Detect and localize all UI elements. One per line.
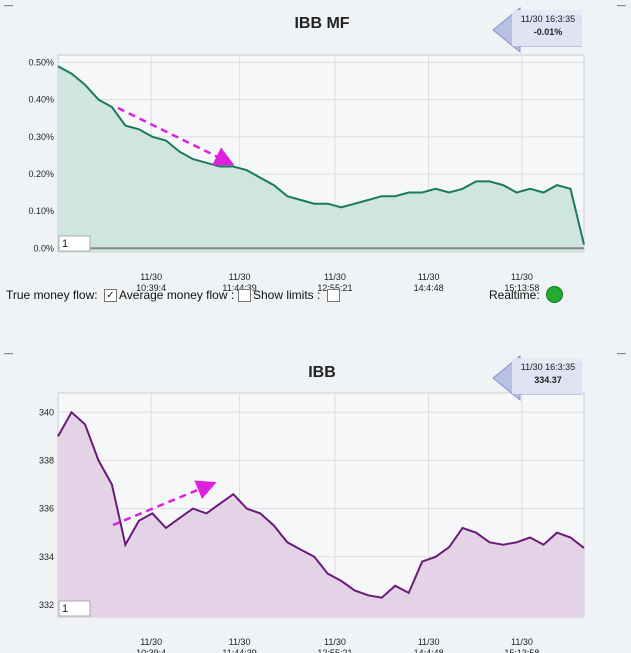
x-tick-label: 11/30 11:44:39 xyxy=(222,272,256,293)
minimize-icon[interactable]: — xyxy=(617,0,626,10)
y-tick-label: 0.20% xyxy=(28,169,54,179)
chart-title: IBB MF xyxy=(294,15,349,32)
trend-arrow xyxy=(117,106,235,166)
y-tick-label: 0.10% xyxy=(28,206,54,216)
line xyxy=(57,410,585,599)
y-tick-label: 338 xyxy=(39,455,54,465)
trend-arrow xyxy=(112,480,217,527)
x-tick-label: 11/30 11:44:39 xyxy=(222,637,256,653)
checkbox[interactable] xyxy=(327,289,340,302)
x-tick-label: 11/30 12:55:21 xyxy=(317,272,352,293)
callout-value: -0.01% xyxy=(534,27,563,37)
checkbox-checked[interactable]: ✓ xyxy=(104,289,117,302)
line xyxy=(57,65,585,245)
x-tick-label: 11/30 10:39:4 xyxy=(136,272,166,293)
x-tick-label: 11/30 14:4:48 xyxy=(414,637,444,653)
y-tick-label: 336 xyxy=(39,504,54,514)
range-input xyxy=(58,600,91,617)
controls: True money flow: ✓ Average money flow : … xyxy=(6,286,626,306)
minimize-icon[interactable]: — xyxy=(617,348,626,358)
area xyxy=(58,66,584,252)
area xyxy=(58,412,584,617)
y-tick-label: 340 xyxy=(39,407,54,417)
minimize-icon[interactable]: — xyxy=(4,348,13,358)
x-tick-label: 11/30 10:39:4 xyxy=(136,637,166,653)
label: Realtime: xyxy=(489,288,540,302)
callout-bg xyxy=(512,10,582,46)
y-tick-label: 0.40% xyxy=(28,95,54,105)
x-tick-label: 11/30 15:13:58 xyxy=(504,637,539,653)
callout-bg xyxy=(512,358,582,394)
realtime-indicator[interactable] xyxy=(546,286,563,303)
x-tick-label: 11/30 15:13:58 xyxy=(504,272,539,293)
y-tick-label: 0.0% xyxy=(33,243,54,253)
minimize-icon[interactable]: — xyxy=(4,0,13,10)
range-input-value: 1 xyxy=(62,603,68,615)
y-tick-label: 0.30% xyxy=(28,132,54,142)
chart-title: IBB xyxy=(308,364,336,381)
label: Average money flow : xyxy=(119,288,235,302)
y-tick-label: 0.50% xyxy=(28,57,54,67)
callout-time: 11/30 16:3:35 xyxy=(521,14,575,24)
label: True money flow: xyxy=(6,288,98,302)
callout-value: 334.37 xyxy=(534,375,562,385)
callout-time: 11/30 16:3:35 xyxy=(521,362,575,372)
checkbox[interactable] xyxy=(238,289,251,302)
y-tick-label: 334 xyxy=(39,552,54,562)
x-tick-label: 11/30 14:4:48 xyxy=(414,272,444,293)
x-tick-label: 11/30 12:55:21 xyxy=(317,637,352,653)
range-input-value: 1 xyxy=(62,238,68,250)
y-tick-label: 332 xyxy=(39,600,54,610)
range-input xyxy=(58,235,91,252)
label: Show limits : xyxy=(253,288,321,302)
